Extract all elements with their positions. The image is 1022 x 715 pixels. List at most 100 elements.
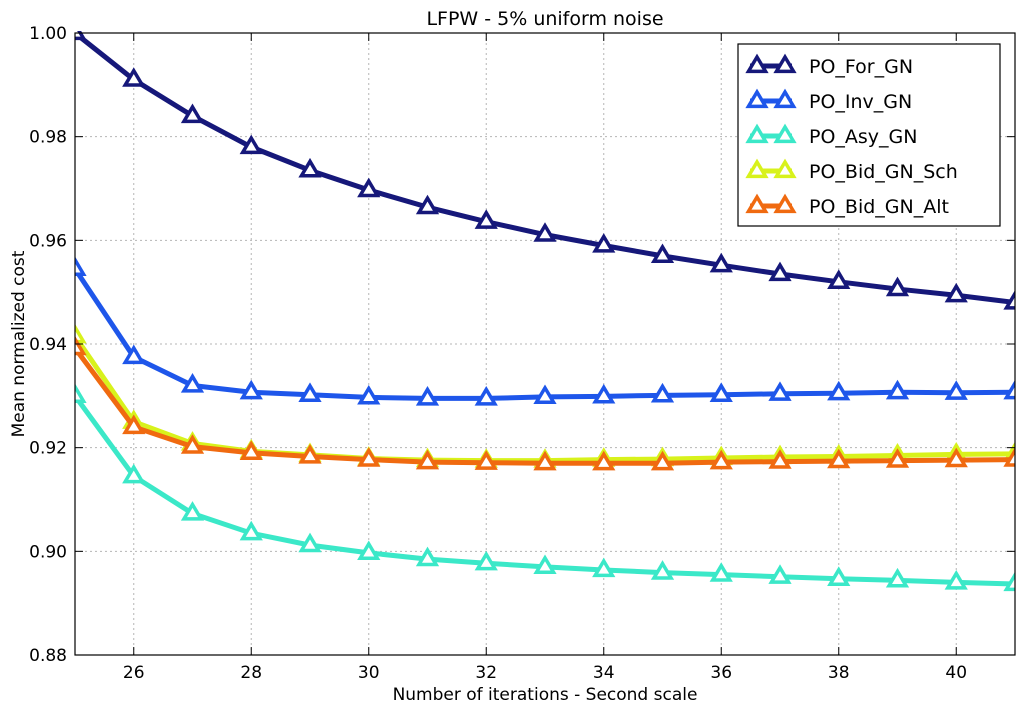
data-point bbox=[239, 134, 263, 155]
data-point bbox=[885, 379, 910, 400]
y-tick-label: 0.90 bbox=[29, 542, 67, 562]
data-point bbox=[533, 554, 557, 575]
data-point bbox=[650, 560, 675, 580]
y-tick-label: 0.96 bbox=[29, 231, 67, 251]
data-point bbox=[709, 562, 733, 582]
data-point bbox=[533, 222, 557, 242]
data-point bbox=[122, 414, 146, 435]
data-point bbox=[827, 448, 851, 469]
legend-item: PO_Bid_GN_Alt bbox=[745, 193, 949, 218]
legend-label: PO_For_GN bbox=[809, 56, 913, 78]
legend-item: PO_Inv_GN bbox=[745, 88, 912, 113]
data-point bbox=[592, 557, 616, 578]
data-point bbox=[298, 532, 322, 553]
y-tick-label: 0.94 bbox=[29, 335, 67, 355]
data-point bbox=[357, 540, 381, 561]
legend-item: PO_Asy_GN bbox=[745, 123, 918, 148]
legend-marker bbox=[773, 123, 797, 144]
data-point bbox=[827, 269, 851, 289]
data-point bbox=[239, 379, 263, 400]
legend: PO_For_GN PO_Inv_GN PO_Asy_GN PO_Bid_GN_Sch… bbox=[737, 43, 1001, 227]
legend-label: PO_Asy_GN bbox=[809, 126, 918, 148]
data-point bbox=[1003, 379, 1015, 400]
data-point bbox=[415, 449, 440, 470]
data-point bbox=[827, 380, 851, 401]
data-point bbox=[533, 450, 557, 471]
data-point bbox=[885, 276, 910, 297]
series-PO_For_GN bbox=[75, 31, 1015, 310]
data-point bbox=[474, 385, 498, 406]
data-point bbox=[944, 282, 968, 303]
data-point bbox=[357, 177, 381, 198]
data-point bbox=[768, 564, 792, 584]
data-point bbox=[474, 550, 498, 571]
x-tick-label: 28 bbox=[240, 663, 262, 683]
series-PO_Inv_GN bbox=[75, 256, 1015, 406]
data-point bbox=[944, 570, 968, 590]
y-tick-label: 0.92 bbox=[29, 439, 67, 459]
x-tick-label: 30 bbox=[358, 663, 380, 683]
data-point bbox=[415, 385, 440, 406]
data-point bbox=[415, 546, 440, 567]
legend-marker bbox=[745, 158, 769, 179]
legend-label: PO_Inv_GN bbox=[809, 91, 912, 113]
data-point bbox=[885, 448, 910, 468]
data-point bbox=[650, 450, 675, 471]
data-point bbox=[709, 252, 733, 273]
data-point bbox=[75, 335, 87, 356]
data-point bbox=[415, 194, 440, 215]
data-point bbox=[768, 449, 792, 469]
data-point bbox=[650, 382, 675, 403]
legend-marker bbox=[745, 88, 769, 109]
x-axis-label: Number of iterations - Second scale bbox=[393, 685, 698, 705]
axis-ticks: 26 28 30 32 34 36 38 40 0.88 0.90 0.92 0.94 0.96 0.98… bbox=[29, 24, 1015, 683]
data-point bbox=[75, 323, 87, 344]
data-point bbox=[533, 384, 557, 405]
data-point bbox=[592, 383, 616, 404]
data-point bbox=[357, 384, 381, 405]
data-point bbox=[180, 373, 205, 393]
data-point bbox=[239, 440, 263, 460]
legend-marker bbox=[745, 53, 769, 74]
data-point bbox=[1003, 290, 1015, 310]
x-tick-label: 32 bbox=[475, 663, 497, 683]
data-point bbox=[180, 434, 205, 454]
data-point bbox=[122, 463, 146, 484]
y-tick-label: 0.88 bbox=[29, 646, 67, 666]
data-point bbox=[298, 157, 322, 178]
y-tick-label: 1.00 bbox=[29, 24, 67, 44]
data-point bbox=[885, 567, 910, 588]
y-axis-label: Mean normalized cost bbox=[9, 250, 29, 437]
data-point bbox=[75, 256, 87, 276]
data-point bbox=[650, 243, 675, 264]
legend-marker bbox=[773, 158, 797, 179]
legend-label: PO_Bid_GN_Sch bbox=[809, 161, 958, 183]
legend-item: PO_For_GN bbox=[745, 53, 913, 78]
data-point bbox=[944, 447, 968, 468]
x-tick-label: 34 bbox=[593, 663, 615, 683]
series-PO_Asy_GN bbox=[75, 383, 1015, 592]
data-point bbox=[592, 450, 616, 471]
series-PO_Bid_GN_Alt bbox=[75, 335, 1015, 471]
data-point bbox=[474, 209, 498, 229]
data-point bbox=[1003, 447, 1015, 467]
data-point bbox=[298, 444, 322, 464]
data-point bbox=[768, 261, 792, 282]
data-point bbox=[180, 103, 205, 124]
series-layer bbox=[75, 31, 1015, 592]
data-point bbox=[75, 383, 87, 403]
legend-marker bbox=[745, 123, 769, 144]
data-point bbox=[122, 67, 146, 87]
data-point bbox=[239, 520, 263, 541]
data-point bbox=[122, 344, 146, 365]
x-tick-label: 36 bbox=[710, 663, 732, 683]
legend-item: PO_Bid_GN_Sch bbox=[745, 158, 958, 183]
data-point bbox=[709, 449, 733, 470]
legend-marker bbox=[745, 193, 769, 214]
data-point bbox=[592, 233, 616, 253]
data-point bbox=[944, 380, 968, 400]
chart-title: LFPW - 5% uniform noise bbox=[426, 8, 663, 30]
data-point bbox=[180, 501, 205, 521]
legend-label: PO_Bid_GN_Alt bbox=[809, 196, 949, 218]
